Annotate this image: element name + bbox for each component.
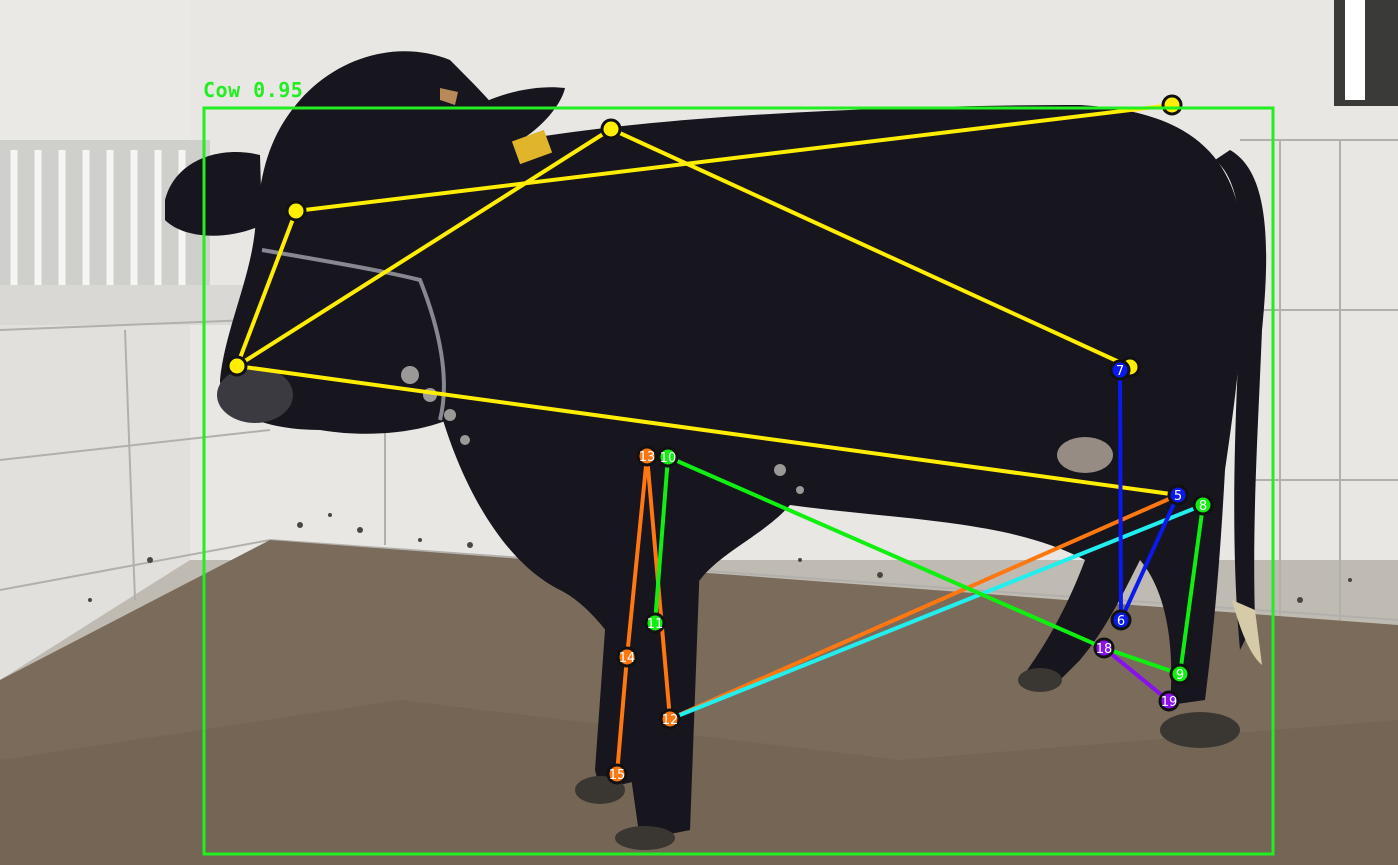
cow-silhouette [165, 51, 1267, 840]
skeleton-edge [669, 503, 1204, 721]
keypoint-marker-icon [1192, 494, 1214, 516]
udder [1057, 437, 1113, 473]
skeleton-edge [236, 364, 1179, 497]
keypoint-marker-icon [1110, 609, 1132, 631]
skeleton-edge [235, 210, 298, 367]
keypoint-marker-icon [1109, 359, 1131, 381]
keypoint-marker-icon [644, 612, 666, 634]
skeleton-edge [1178, 504, 1205, 675]
skeleton-edge [625, 455, 649, 658]
keypoint-marker-icon [1169, 663, 1191, 685]
keypoint-id-label: 18 [1096, 642, 1113, 657]
skeleton-edge [610, 127, 1131, 369]
keypoint-marker-icon [659, 708, 681, 730]
keypoint-marker-icon [226, 355, 248, 377]
keypoint-id-label: 6 [1117, 614, 1125, 629]
left-wall-top [0, 0, 190, 140]
keypoint-marker-icon [657, 446, 679, 468]
pose-keypoints: 7 5 8 6 9 18 19 13 10 11 14 12 15 [226, 94, 1214, 785]
skeleton-edge [669, 493, 1179, 721]
ear-tag [511, 129, 553, 165]
detection-box [202, 106, 1275, 856]
keypoint-id-label: 19 [1161, 695, 1178, 710]
skeleton-edge [295, 103, 1173, 213]
keypoint-id-label: 7 [1116, 364, 1124, 379]
right-window-pane [1345, 0, 1365, 100]
keypoint-id-label: 13 [639, 450, 656, 465]
pose-skeleton [235, 103, 1205, 775]
keypoint-marker-icon [1158, 690, 1180, 712]
skeleton-edge [1102, 646, 1171, 703]
keypoint-id-label: 9 [1176, 668, 1184, 683]
keypoint-id-label: 15 [609, 768, 626, 783]
halter-rope [261, 248, 446, 421]
keypoint-marker-icon [600, 118, 622, 140]
keypoint-id-label: 14 [619, 651, 636, 666]
keypoint-id-label: 11 [647, 617, 664, 632]
floor-shadow [0, 700, 1398, 865]
skeleton-edge [615, 656, 629, 775]
keypoint-marker-icon [636, 445, 658, 467]
skeleton-edge [1119, 494, 1180, 621]
detection-label: Cow 0.95 [203, 78, 304, 102]
skeleton-edge [1103, 646, 1181, 676]
keypoint-id-label: 10 [660, 451, 677, 466]
keypoint-marker-icon [616, 646, 638, 668]
ear-tip [440, 88, 458, 105]
skeleton-edge [235, 127, 613, 368]
neck-speckles [401, 366, 804, 494]
skeleton-edge [653, 456, 670, 624]
keypoint-id-label: 8 [1199, 499, 1207, 514]
skeleton-edge [1118, 369, 1123, 621]
keypoint-id-label: 5 [1174, 489, 1182, 504]
keypoint-marker-icon [1161, 94, 1183, 116]
keypoint-id-label: 12 [662, 713, 679, 728]
keypoint-marker-icon [1093, 637, 1115, 659]
skeleton-edge [667, 455, 1105, 650]
keypoint-marker-icon [285, 200, 307, 222]
tail-tip [1232, 600, 1262, 665]
ledge [0, 285, 250, 325]
right-window [1334, 0, 1398, 106]
keypoint-marker-icon [1167, 484, 1189, 506]
muzzle [217, 367, 293, 423]
railing-bars [10, 150, 186, 310]
keypoint-marker-icon [606, 763, 628, 785]
